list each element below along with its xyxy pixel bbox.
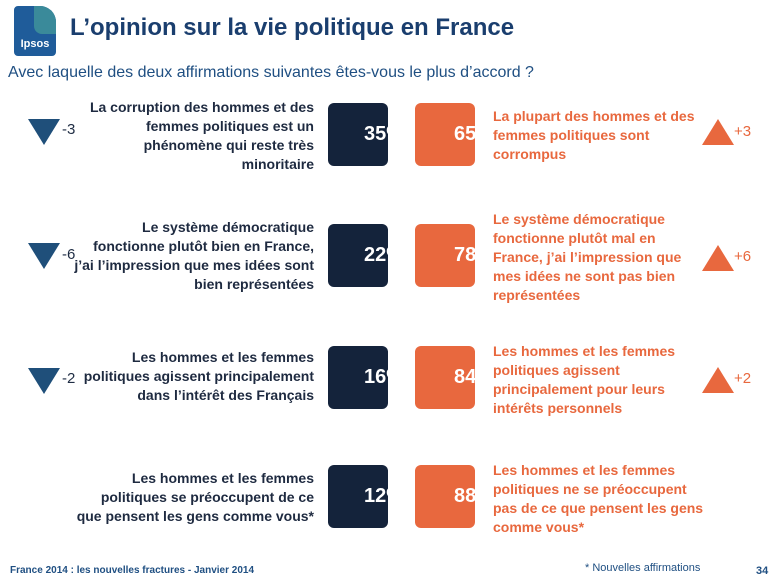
right-statement: Le système démocratique fonctionne plutô… — [493, 211, 682, 303]
right-statement: La plupart des hommes et des femmes poli… — [493, 108, 695, 162]
logo-accent — [34, 6, 56, 34]
left-statement: Les hommes et les femmes politiques agis… — [83, 349, 314, 403]
right-value-box: 88% — [415, 465, 475, 528]
right-value: 88% — [454, 485, 475, 507]
right-value-box: 84% — [415, 346, 475, 409]
right-value: 78% — [454, 244, 475, 266]
left-value-box: 16% — [328, 346, 388, 409]
up-triangle-icon — [702, 119, 734, 145]
right-statement: Les hommes et les femmes politiques agis… — [493, 343, 676, 416]
page-number: 34 — [756, 565, 769, 577]
right-value-box: 78% — [415, 224, 475, 287]
left-delta: -2 — [62, 370, 76, 387]
left-value: 22% — [364, 244, 388, 266]
slide-title: L’opinion sur la vie politique en France — [70, 14, 515, 41]
left-value: 35% — [364, 123, 388, 145]
logo-text: Ipsos — [20, 38, 50, 50]
left-statement: Les hommes et les femmes politiques se p… — [76, 470, 314, 524]
survey-question: Avec laquelle des deux affirmations suiv… — [8, 64, 534, 81]
left-delta: -3 — [62, 121, 76, 138]
left-delta: -6 — [62, 246, 76, 263]
right-value: 84% — [454, 366, 475, 388]
footnote: * Nouvelles affirmations — [585, 562, 701, 574]
right-delta: +6 — [734, 248, 752, 265]
down-triangle-icon — [28, 243, 60, 269]
left-value: 12% — [364, 485, 388, 507]
up-triangle-icon — [702, 367, 734, 393]
ipsos-logo: Ipsos — [14, 6, 56, 56]
left-value-box: 22% — [328, 224, 388, 287]
down-triangle-icon — [28, 119, 60, 145]
left-value: 16% — [364, 366, 388, 388]
right-value: 65% — [454, 123, 475, 145]
left-statement: La corruption des hommes et des femmes p… — [89, 99, 314, 172]
right-value-box: 65% — [415, 103, 475, 166]
right-delta: +2 — [734, 370, 752, 387]
right-delta: +3 — [734, 123, 752, 140]
left-statement: Le système démocratique fonctionne plutô… — [74, 219, 314, 292]
left-value-box: 12% — [328, 465, 388, 528]
left-value-box: 35% — [328, 103, 388, 166]
down-triangle-icon — [28, 368, 60, 394]
footer-source: France 2014 : les nouvelles fractures - … — [10, 565, 255, 576]
up-triangle-icon — [702, 245, 734, 271]
right-statement: Les hommes et les femmes politiques ne s… — [493, 462, 704, 535]
